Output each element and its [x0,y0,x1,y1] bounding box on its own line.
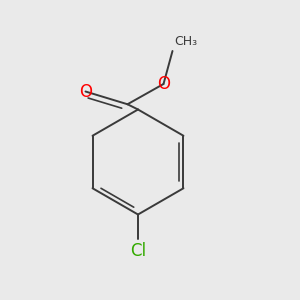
Text: CH₃: CH₃ [174,35,197,48]
Text: Cl: Cl [130,242,146,260]
Text: O: O [79,82,92,100]
Text: O: O [157,75,170,93]
